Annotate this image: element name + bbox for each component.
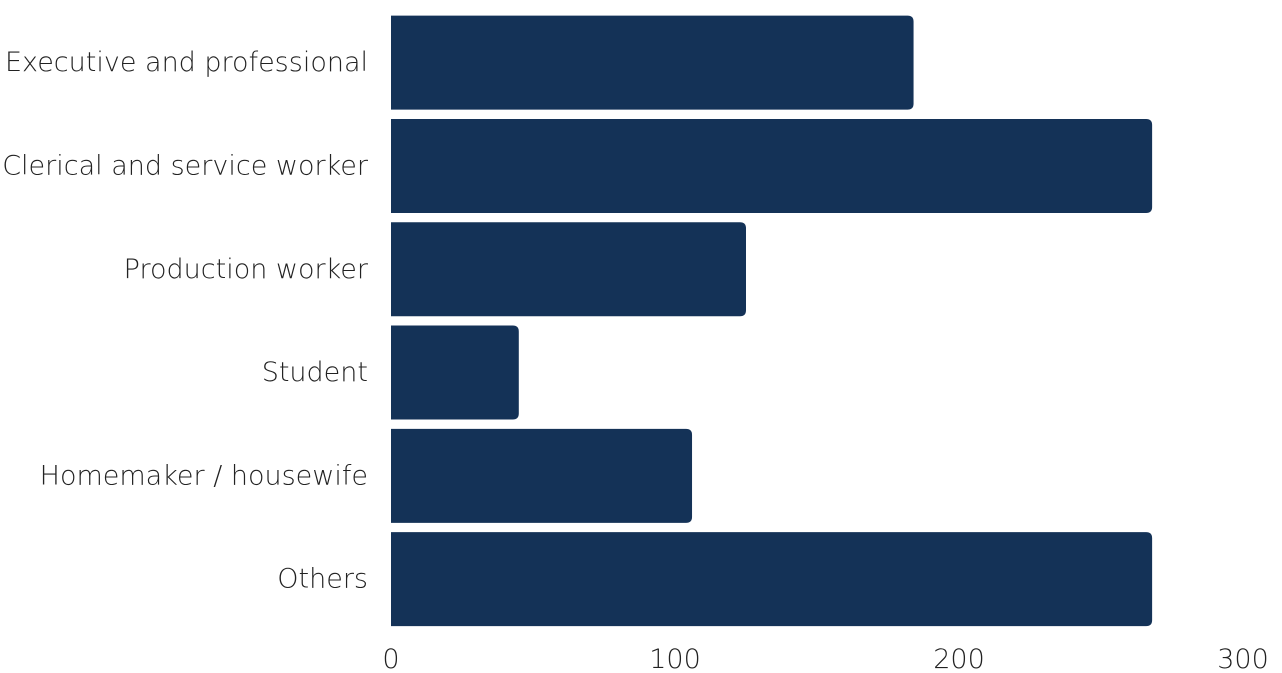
x-tick-label-100: 100 bbox=[649, 644, 701, 673]
category-label-student: Student bbox=[262, 357, 368, 388]
category-label-others: Others bbox=[277, 564, 368, 595]
category-label-executive-and-professional: Executive and professional bbox=[5, 47, 368, 78]
category-label-clerical-and-service-worker: Clerical and service worker bbox=[2, 150, 369, 181]
x-tick-label-200: 200 bbox=[933, 644, 985, 673]
category-labels-group: Executive and professional Clerical and s… bbox=[2, 47, 369, 595]
bar-others bbox=[391, 532, 1153, 627]
bar-student bbox=[391, 325, 519, 420]
bar-clerical-and-service-worker bbox=[391, 118, 1153, 213]
bar-executive-and-professional bbox=[391, 15, 914, 110]
category-label-homemaker-housewife: Homemaker / housewife bbox=[40, 460, 368, 491]
x-tick-label-0: 0 bbox=[382, 644, 399, 673]
bars-group bbox=[391, 15, 1153, 627]
x-tick-labels-group: 0 100 200 300 bbox=[382, 644, 1268, 673]
category-label-production-worker: Production worker bbox=[124, 254, 369, 285]
bar-homemaker-housewife bbox=[391, 428, 693, 523]
x-tick-label-300: 300 bbox=[1217, 644, 1269, 673]
bar-production-worker bbox=[391, 222, 746, 317]
